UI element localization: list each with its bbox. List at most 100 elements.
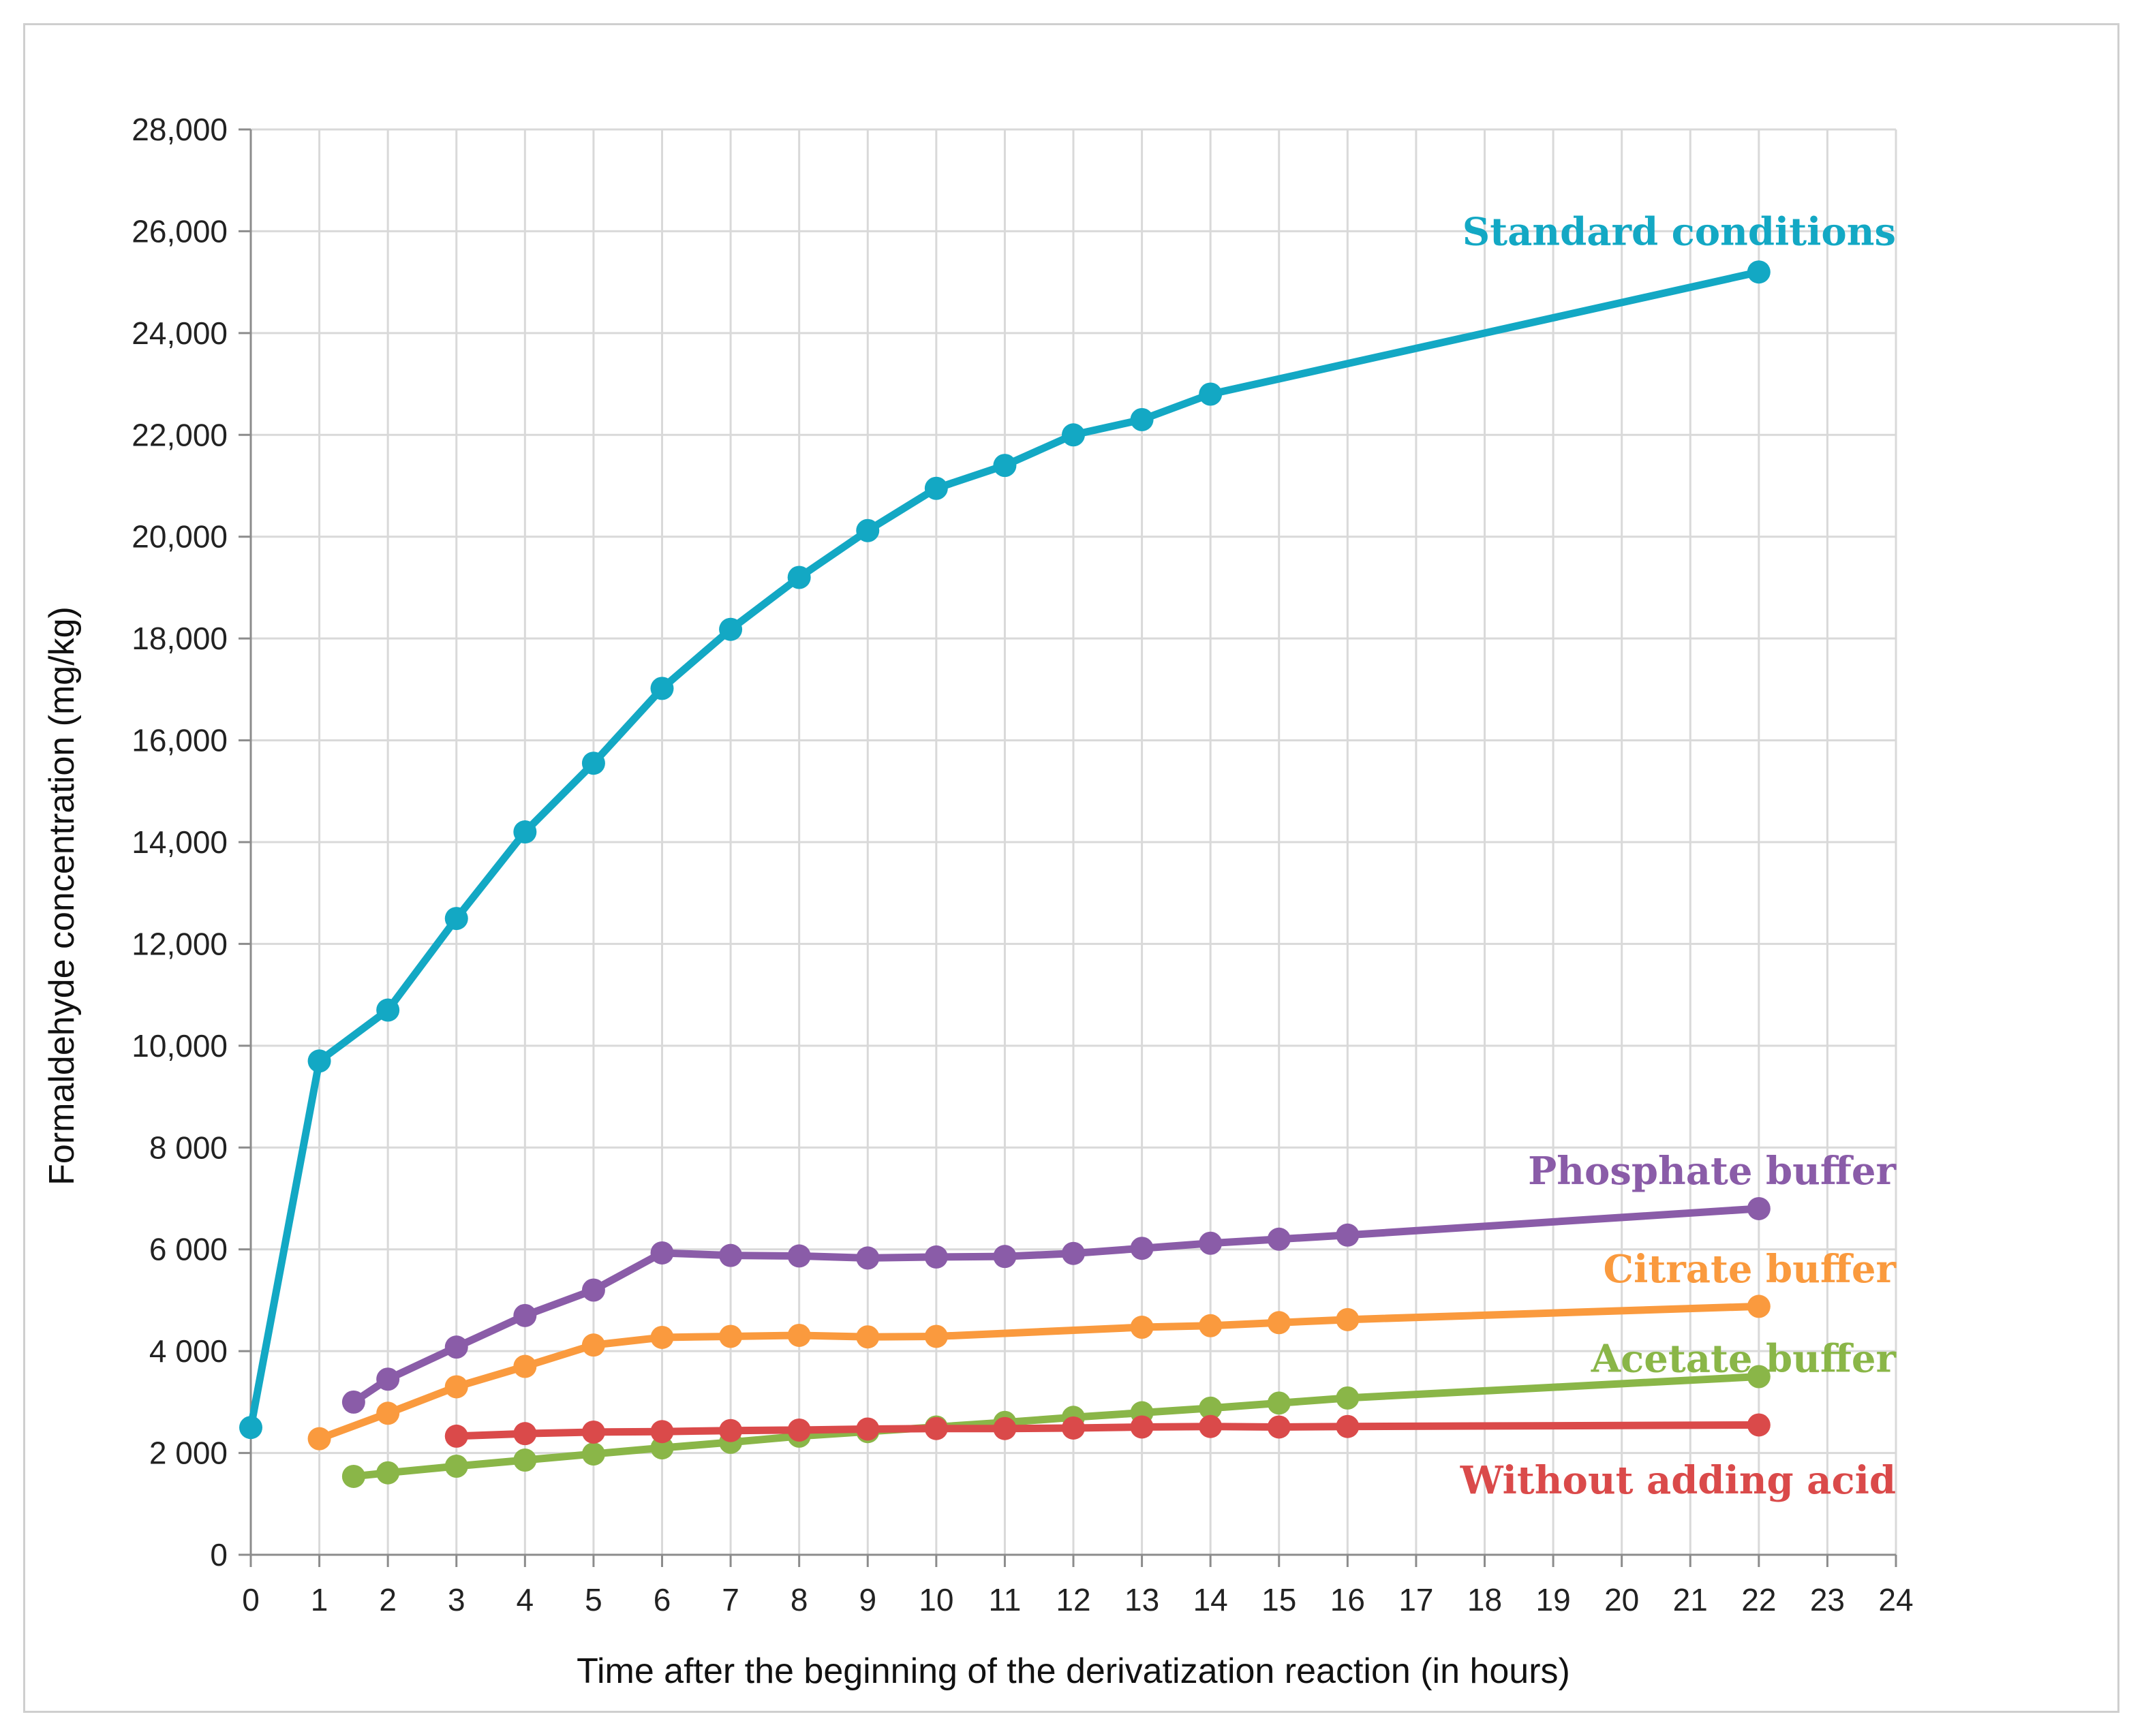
series-label-phosphate-buffer: Phosphate buffer [1528, 1149, 1897, 1194]
series-group [239, 260, 1771, 1488]
data-point-citrate-buffer [719, 1324, 743, 1348]
data-point-standard-conditions [513, 820, 537, 844]
data-point-standard-conditions [1062, 423, 1085, 447]
y-tick-label: 12,000 [132, 926, 228, 961]
x-tick-label: 20 [1604, 1582, 1639, 1617]
x-tick-label: 9 [859, 1582, 876, 1617]
data-point-citrate-buffer [856, 1325, 880, 1349]
y-tick-label: 16,000 [132, 723, 228, 758]
y-tick-label: 0 [210, 1537, 228, 1572]
data-point-acetate-buffer [444, 1454, 468, 1478]
data-point-without-adding-acid [1267, 1415, 1291, 1439]
data-point-citrate-buffer [444, 1375, 468, 1399]
data-point-standard-conditions [307, 1049, 331, 1073]
data-point-standard-conditions [1199, 382, 1223, 406]
data-point-phosphate-buffer [1199, 1231, 1223, 1255]
data-point-standard-conditions [444, 907, 468, 931]
series-line-standard-conditions [247, 268, 1763, 1431]
x-tick-label: 4 [517, 1582, 534, 1617]
data-point-standard-conditions [650, 677, 674, 700]
data-point-phosphate-buffer [1062, 1241, 1085, 1265]
data-point-citrate-buffer [650, 1325, 674, 1349]
y-tick-label: 22,000 [132, 417, 228, 452]
data-point-phosphate-buffer [650, 1241, 674, 1265]
data-point-acetate-buffer [1267, 1391, 1291, 1415]
data-point-standard-conditions [993, 454, 1017, 478]
data-point-without-adding-acid [993, 1416, 1017, 1440]
data-point-acetate-buffer [1336, 1386, 1360, 1410]
data-point-acetate-buffer [1199, 1396, 1223, 1420]
data-point-without-adding-acid [650, 1420, 674, 1444]
data-point-citrate-buffer [376, 1401, 400, 1425]
y-tick-label: 10,000 [132, 1028, 228, 1064]
data-point-phosphate-buffer [787, 1244, 811, 1268]
y-axis-title: Formaldehyde concentration (mg/kg) [42, 606, 82, 1185]
series-label-acetate-buffer: Acetate buffer [1591, 1337, 1897, 1382]
y-tick-label: 2 000 [149, 1436, 228, 1471]
x-tick-label: 10 [919, 1582, 953, 1617]
data-point-standard-conditions [856, 518, 880, 542]
data-point-standard-conditions [924, 476, 948, 500]
y-tick-label: 20,000 [132, 519, 228, 555]
x-tick-label: 11 [989, 1582, 1022, 1617]
data-point-citrate-buffer [924, 1324, 948, 1348]
x-tick-label: 14 [1193, 1582, 1228, 1617]
data-point-acetate-buffer [650, 1436, 674, 1460]
x-tick-labels: 0 1 2 3 4 5 6 7 8 9 10 11 12 13 14 15 16 17 18 19 20 21 22 23 24 [242, 1582, 1913, 1617]
data-point-citrate-buffer [1130, 1316, 1154, 1339]
x-tick-label: 7 [722, 1582, 739, 1617]
series-label-standard-conditions: Standard conditions [1462, 209, 1896, 254]
data-point-phosphate-buffer [856, 1246, 880, 1270]
data-point-phosphate-buffer [1267, 1227, 1291, 1251]
data-point-phosphate-buffer [719, 1243, 743, 1267]
data-point-without-adding-acid [444, 1424, 468, 1448]
x-axis-title: Time after the beginning of the derivati… [577, 1652, 1570, 1691]
data-point-standard-conditions [581, 751, 605, 775]
data-point-acetate-buffer [341, 1464, 365, 1488]
data-point-phosphate-buffer [1130, 1237, 1154, 1260]
data-point-without-adding-acid [1199, 1414, 1223, 1438]
y-tick-label: 4 000 [149, 1333, 228, 1369]
data-point-phosphate-buffer [376, 1367, 400, 1391]
y-tick-label: 8 000 [149, 1130, 228, 1165]
data-point-without-adding-acid [513, 1422, 537, 1446]
series-line-phosphate-buffer [350, 1205, 1763, 1406]
axes [239, 128, 1897, 1567]
data-point-without-adding-acid [1336, 1414, 1360, 1438]
y-tick-label: 6 000 [149, 1232, 228, 1267]
x-tick-label: 18 [1467, 1582, 1502, 1617]
data-point-phosphate-buffer [581, 1278, 605, 1302]
data-point-phosphate-buffer [513, 1303, 537, 1327]
data-point-standard-conditions [1747, 260, 1771, 284]
data-point-citrate-buffer [1199, 1314, 1223, 1337]
x-tick-label: 8 [791, 1582, 808, 1617]
data-point-phosphate-buffer [1747, 1196, 1771, 1220]
x-tick-label: 0 [242, 1582, 260, 1617]
x-tick-label: 12 [1056, 1582, 1090, 1617]
data-point-citrate-buffer [307, 1427, 331, 1451]
y-tick-labels: 0 2 000 4 000 6 000 8 000 10,000 12,000 14,000 1… [132, 112, 228, 1572]
y-tick-label: 24,000 [132, 315, 228, 351]
series-label-citrate-buffer: Citrate buffer [1604, 1247, 1897, 1292]
x-tick-label: 5 [585, 1582, 602, 1617]
data-point-without-adding-acid [1062, 1416, 1085, 1440]
x-tick-label: 6 [654, 1582, 671, 1617]
y-tick-label: 28,000 [132, 112, 228, 147]
x-tick-label: 24 [1878, 1582, 1913, 1617]
data-point-standard-conditions [239, 1416, 262, 1440]
data-point-phosphate-buffer [924, 1245, 948, 1269]
x-tick-label: 3 [448, 1582, 465, 1617]
data-point-phosphate-buffer [1336, 1223, 1360, 1247]
data-point-phosphate-buffer [341, 1390, 365, 1414]
data-point-citrate-buffer [787, 1323, 811, 1347]
data-point-citrate-buffer [513, 1354, 537, 1378]
data-point-without-adding-acid [1130, 1415, 1154, 1439]
x-tick-label: 21 [1673, 1582, 1708, 1617]
data-point-without-adding-acid [719, 1419, 743, 1442]
data-point-without-adding-acid [787, 1418, 811, 1442]
series-labels: Standard conditions Phosphate buffer Citra… [1460, 209, 1897, 1503]
x-tick-label: 13 [1124, 1582, 1159, 1617]
data-point-standard-conditions [376, 998, 400, 1022]
series-citrate-buffer [307, 1295, 1771, 1451]
